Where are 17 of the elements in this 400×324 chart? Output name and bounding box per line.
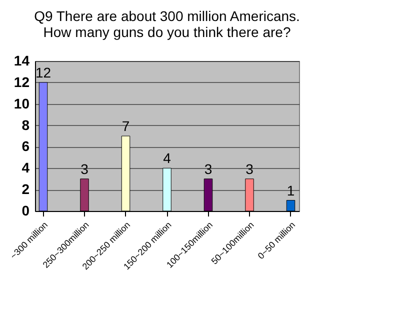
y-tick-label: 4 [22,160,30,176]
y-tick-label: 2 [22,181,30,198]
y-tick-label: 8 [22,116,30,133]
y-tick-label: 6 [22,138,30,154]
data-label: 3 [80,160,89,177]
text: Q9 There are about 300 million Americans. [34,8,300,24]
data-label: 3 [246,160,254,177]
data-label: 1 [286,182,295,198]
y-tick-label: 12 [14,74,30,90]
data-label: 7 [122,118,130,134]
data-label: 12 [35,64,52,80]
data-label: 3 [204,160,212,177]
y-tick-label: 14 [14,52,30,68]
text: How many guns do you think there are? [43,24,291,40]
y-tick-label: 0 [22,202,30,218]
y-tick-label: 10 [14,95,30,112]
data-label: 4 [163,150,172,166]
